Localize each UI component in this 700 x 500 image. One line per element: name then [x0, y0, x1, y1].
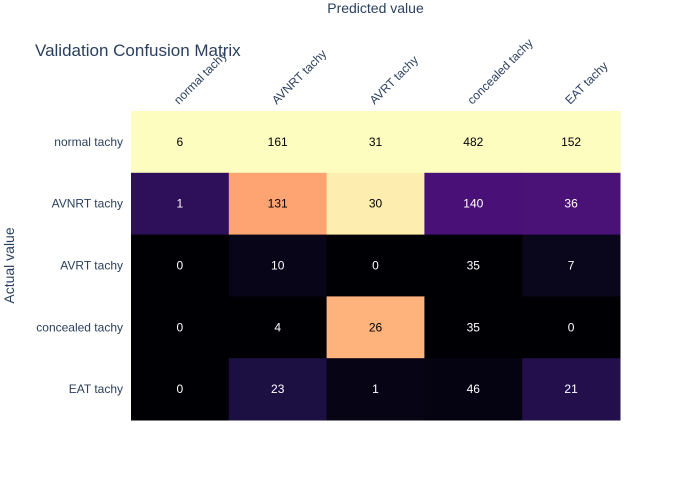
cell-label-eat-tachy-concealed-tachy: 46 [467, 382, 481, 396]
x-tick-label-avrt-tachy: AVRT tachy [367, 53, 421, 107]
heatmap-cell-concealed-tachy-normal-tachy [131, 296, 230, 359]
cell-label-eat-tachy-eat-tachy: 21 [564, 382, 578, 396]
heatmap-cell-normal-tachy-avnrt-tachy [228, 111, 328, 174]
heatmap-cell-eat-tachy-concealed-tachy [424, 358, 523, 421]
heatmap-cell-avnrt-tachy-eat-tachy [522, 172, 621, 236]
heatmap-cell-concealed-tachy-concealed-tachy [424, 296, 523, 359]
y-tick-labels: normal tachy AVNRT tachy AVRT tachy conceal… [36, 135, 123, 396]
x-tick-label-eat-tachy: EAT tachy [562, 59, 610, 107]
cell-label-eat-tachy-normal-tachy: 0 [177, 382, 184, 396]
heatmap-cell-normal-tachy-concealed-tachy [424, 111, 523, 174]
heatmap-cell-normal-tachy-eat-tachy [522, 111, 621, 174]
cell-label-eat-tachy-avrt-tachy: 1 [372, 382, 379, 396]
heatmap-cell-eat-tachy-normal-tachy [131, 358, 230, 421]
cell-label-avnrt-tachy-avrt-tachy: 30 [369, 197, 383, 211]
cell-label-concealed-tachy-eat-tachy: 0 [568, 320, 575, 334]
heatmap-cell-eat-tachy-eat-tachy [522, 358, 621, 421]
cell-label-normal-tachy-concealed-tachy: 482 [463, 135, 483, 149]
heatmap-cell-concealed-tachy-avnrt-tachy [228, 296, 328, 359]
cell-label-normal-tachy-avrt-tachy: 31 [369, 135, 383, 149]
heatmap-cell-concealed-tachy-avrt-tachy [326, 296, 425, 359]
cell-label-eat-tachy-avnrt-tachy: 23 [271, 382, 285, 396]
heatmap-cell-avnrt-tachy-avrt-tachy [326, 172, 425, 236]
cell-label-avrt-tachy-avnrt-tachy: 10 [271, 259, 285, 273]
heatmap-cell-avnrt-tachy-concealed-tachy [424, 172, 523, 236]
heatmap-cell-avnrt-tachy-avnrt-tachy [228, 172, 328, 236]
x-tick-label-avnrt-tachy: AVNRT tachy [269, 47, 329, 107]
cell-label-concealed-tachy-normal-tachy: 0 [177, 320, 184, 334]
heatmap-cell-avrt-tachy-concealed-tachy [424, 234, 523, 297]
y-tick-label-concealed-tachy: concealed tachy [36, 320, 123, 334]
cell-label-normal-tachy-normal-tachy: 6 [177, 135, 184, 149]
heatmap-cell-avrt-tachy-eat-tachy [522, 234, 621, 297]
heatmap-cell-concealed-tachy-eat-tachy [522, 296, 621, 359]
cell-label-concealed-tachy-avnrt-tachy: 4 [274, 320, 281, 334]
heatmap-cell-avnrt-tachy-normal-tachy [131, 172, 230, 236]
heatmap-cell-eat-tachy-avrt-tachy [326, 358, 425, 421]
cell-label-concealed-tachy-concealed-tachy: 35 [467, 320, 481, 334]
cell-label-avrt-tachy-concealed-tachy: 35 [467, 259, 481, 273]
heatmap-cell-avrt-tachy-avnrt-tachy [228, 234, 328, 297]
cell-label-avnrt-tachy-normal-tachy: 1 [177, 197, 184, 211]
y-tick-label-eat-tachy: EAT tachy [69, 382, 123, 396]
y-tick-label-avnrt-tachy: AVNRT tachy [52, 197, 123, 211]
y-axis-title: Actual value [1, 227, 17, 303]
chart-title: Validation Confusion Matrix [35, 41, 241, 60]
cell-label-avrt-tachy-normal-tachy: 0 [177, 259, 184, 273]
cell-label-avrt-tachy-eat-tachy: 7 [568, 259, 575, 273]
cell-label-normal-tachy-eat-tachy: 152 [561, 135, 581, 149]
cell-label-avnrt-tachy-concealed-tachy: 140 [463, 197, 483, 211]
cell-label-avrt-tachy-avrt-tachy: 0 [372, 259, 379, 273]
heatmap-cell-eat-tachy-avnrt-tachy [228, 358, 328, 421]
cell-label-concealed-tachy-avrt-tachy: 26 [369, 320, 383, 334]
heatmap-cell-normal-tachy-normal-tachy [131, 111, 230, 174]
y-tick-label-normal-tachy: normal tachy [54, 135, 123, 149]
heatmap-cell-normal-tachy-avrt-tachy [326, 111, 425, 174]
cell-label-normal-tachy-avnrt-tachy: 161 [268, 135, 288, 149]
y-tick-label-avrt-tachy: AVRT tachy [60, 259, 123, 273]
heatmap-cell-avrt-tachy-avrt-tachy [326, 234, 425, 297]
x-tick-label-concealed-tachy: concealed tachy [465, 36, 536, 107]
cell-label-avnrt-tachy-eat-tachy: 36 [564, 197, 578, 211]
heatmap-cell-avrt-tachy-normal-tachy [131, 234, 230, 297]
x-axis-title: Predicted value [327, 0, 424, 16]
cell-label-avnrt-tachy-avnrt-tachy: 131 [268, 197, 288, 211]
